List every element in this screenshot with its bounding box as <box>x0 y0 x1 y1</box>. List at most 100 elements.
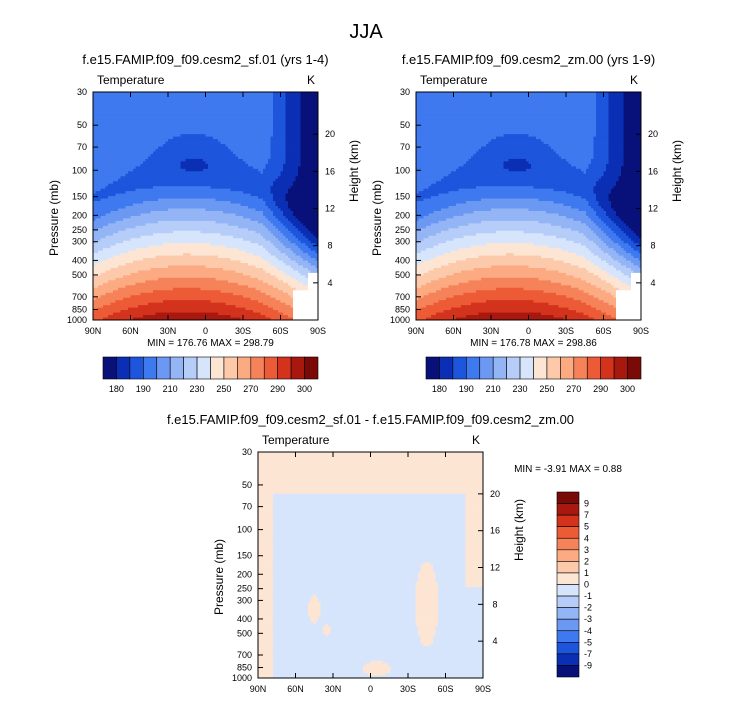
colorbar-swatch <box>556 572 580 585</box>
colorbar-swatch <box>492 356 507 380</box>
colorbar-label: 270 <box>566 384 581 394</box>
y2-axis-label: Height (km) <box>347 140 361 202</box>
left-label: Temperature <box>262 433 330 447</box>
y2-axis-label: Height (km) <box>512 499 526 561</box>
colorbar-swatch <box>556 561 580 574</box>
y-tick-label: 30 <box>400 87 410 97</box>
right-label: K <box>472 433 480 447</box>
colorbar-swatch <box>533 356 548 380</box>
y-tick-label: 250 <box>72 225 87 235</box>
colorbar-swatch <box>556 665 580 678</box>
left-label: Temperature <box>420 73 488 87</box>
colorbar-swatch <box>556 653 580 666</box>
min-max-stats: MIN = 176.76 MAX = 298.79 <box>147 338 274 349</box>
colorbar-swatch <box>102 356 117 380</box>
chart-title: f.e15.FAMIP.f09_f09.cesm2_zm.00 (yrs 1-9… <box>402 52 655 67</box>
x-tick-label: 0 <box>526 326 531 336</box>
x-tick-label: 90S <box>310 326 326 336</box>
colorbar-label: -1 <box>584 591 592 601</box>
field-area <box>258 452 483 678</box>
y-tick-label: 200 <box>395 210 410 220</box>
x-tick-label: 90N <box>85 326 102 336</box>
colorbar-label: 190 <box>459 384 474 394</box>
x-tick-label: 60N <box>287 684 304 694</box>
colorbar-swatch <box>169 356 184 380</box>
colorbar-swatch <box>183 356 198 380</box>
colorbar-label: -9 <box>584 660 592 670</box>
colorbar-swatch <box>129 356 144 380</box>
colorbar-label: 0 <box>584 580 589 590</box>
colorbar-swatch <box>556 491 580 504</box>
y-tick-label: 700 <box>395 292 410 302</box>
x-tick-label: 60S <box>595 326 611 336</box>
y2-tick-label: 4 <box>492 636 497 646</box>
y-tick-label: 50 <box>242 480 252 490</box>
y-tick-label: 500 <box>237 628 252 638</box>
y2-tick-label: 12 <box>325 204 335 214</box>
y-tick-label: 250 <box>237 584 252 594</box>
y2-tick-label: 16 <box>325 166 335 176</box>
y-tick-label: 700 <box>237 650 252 660</box>
chart-title: f.e15.FAMIP.f09_f09.cesm2_sf.01 - f.e15.… <box>167 412 574 427</box>
colorbar-label: 290 <box>270 384 285 394</box>
colorbar-swatch <box>250 356 265 380</box>
y-tick-label: 1000 <box>390 315 410 325</box>
y-tick-label: 150 <box>72 192 87 202</box>
y2-tick-label: 4 <box>327 278 332 288</box>
x-tick-label: 60N <box>445 326 462 336</box>
y-axis-label: Pressure (mb) <box>47 180 61 256</box>
colorbar-label: 230 <box>513 384 528 394</box>
colorbar-swatch <box>263 356 278 380</box>
y-tick-label: 850 <box>395 304 410 314</box>
colorbar-label: 190 <box>136 384 151 394</box>
y-tick-label: 300 <box>237 595 252 605</box>
colorbar-label: 4 <box>584 533 589 543</box>
y-tick-label: 50 <box>400 120 410 130</box>
colorbar-label: 2 <box>584 556 589 566</box>
colorbar-label: 250 <box>539 384 554 394</box>
colorbar-swatch <box>556 503 580 516</box>
colorbar-swatch <box>466 356 481 380</box>
colorbar-label: 1 <box>584 568 589 578</box>
y2-tick-label: 20 <box>325 129 335 139</box>
x-tick-label: 90N <box>250 684 267 694</box>
x-tick-label: 90S <box>633 326 649 336</box>
colorbar-label: 300 <box>297 384 312 394</box>
y-tick-label: 30 <box>242 447 252 457</box>
colorbar-swatch <box>556 526 580 539</box>
colorbar-swatch <box>223 356 238 380</box>
colorbar-swatch <box>556 607 580 620</box>
x-tick-label: 30N <box>325 684 342 694</box>
colorbar-swatch <box>479 356 494 380</box>
colorbar-swatch <box>116 356 131 380</box>
colorbar-swatch <box>519 356 534 380</box>
colorbar-label: 210 <box>163 384 178 394</box>
colorbar-swatch <box>627 356 642 380</box>
min-max-stats: MIN = 176.78 MAX = 298.86 <box>470 338 597 349</box>
colorbar-swatch <box>546 356 561 380</box>
colorbar-swatch <box>556 642 580 655</box>
colorbar-swatch <box>556 618 580 632</box>
chart-panel-0: f.e15.FAMIP.f09_f09.cesm2_sf.01 (yrs 1-4… <box>47 52 361 394</box>
colorbar-swatch <box>156 356 171 380</box>
y2-tick-label: 16 <box>490 526 500 536</box>
y2-tick-label: 12 <box>490 563 500 573</box>
colorbar-label: 300 <box>620 384 635 394</box>
y2-tick-label: 8 <box>492 599 497 609</box>
colorbar-swatch <box>439 356 454 380</box>
colorbar-label: -5 <box>584 637 592 647</box>
colorbar-label: 270 <box>243 384 258 394</box>
chart-title: f.e15.FAMIP.f09_f09.cesm2_sf.01 (yrs 1-4… <box>82 52 328 67</box>
y-tick-label: 200 <box>72 210 87 220</box>
y-tick-label: 50 <box>77 120 87 130</box>
y-tick-label: 70 <box>400 142 410 152</box>
chart-panel-2: f.e15.FAMIP.f09_f09.cesm2_sf.01 - f.e15.… <box>167 412 622 694</box>
colorbar-label: 250 <box>216 384 231 394</box>
colorbar: 180 190 210 230 250 270 290 300 <box>102 356 319 394</box>
y2-tick-label: 12 <box>648 204 658 214</box>
colorbar-swatch <box>290 356 305 380</box>
colorbar-swatch <box>143 356 158 380</box>
colorbar-label: -7 <box>584 649 592 659</box>
colorbar-swatch <box>556 514 580 527</box>
